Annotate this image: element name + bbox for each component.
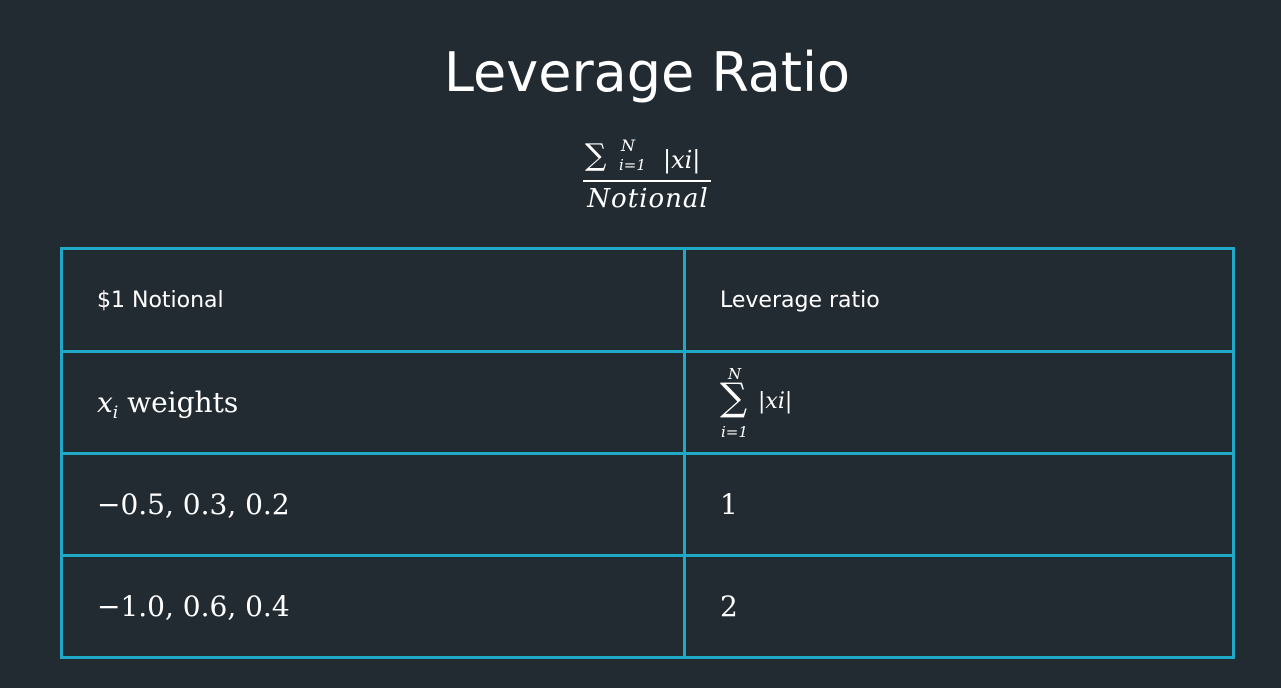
fraction-bar [583, 180, 711, 182]
sum-symbol: ∑ [585, 138, 607, 173]
leverage-formula: ∑ N i=1 |xi| Notional [583, 136, 713, 216]
cell-sum-formula: N ∑ i=1 |xi| [683, 350, 1235, 455]
sum-upper: N [728, 364, 742, 383]
weights-var-sub: i [112, 403, 119, 423]
cell-weights: −1.0, 0.6, 0.4 [60, 554, 686, 659]
header-cell-leverage-ratio: Leverage ratio [683, 247, 1235, 353]
cell-weights: −0.5, 0.3, 0.2 [60, 452, 686, 557]
formula-denominator: Notional [587, 184, 709, 214]
cell-ratio: 2 [683, 554, 1235, 659]
sum-lower-limit: i=1 [619, 156, 646, 174]
table-row: −1.0, 0.6, 0.4 2 [60, 554, 1235, 659]
sum-upper-limit: N [621, 136, 635, 155]
sum-abs-xi: |xi| [758, 388, 793, 414]
sum-sigma: ∑ [720, 374, 748, 419]
sum-lower: i=1 [721, 422, 748, 441]
sum-formula: N ∑ i=1 |xi| [720, 363, 800, 443]
formula-numerator: ∑ N i=1 |xi| [583, 136, 713, 180]
sum-summand: |xi| [663, 146, 701, 174]
cell-ratio: 1 [683, 452, 1235, 557]
table-header-row: $1 Notional Leverage ratio [60, 247, 1235, 353]
cell-weights-label: xi weights [60, 350, 686, 455]
weights-var: x [97, 386, 113, 419]
weights-text: weights [118, 386, 239, 419]
leverage-table: $1 Notional Leverage ratio xi weights N … [60, 247, 1235, 659]
slide-title: Leverage Ratio [443, 41, 851, 104]
header-cell-notional: $1 Notional [60, 247, 686, 353]
table-row: −0.5, 0.3, 0.2 1 [60, 452, 1235, 557]
table-row-weights: xi weights N ∑ i=1 |xi| [60, 350, 1235, 455]
